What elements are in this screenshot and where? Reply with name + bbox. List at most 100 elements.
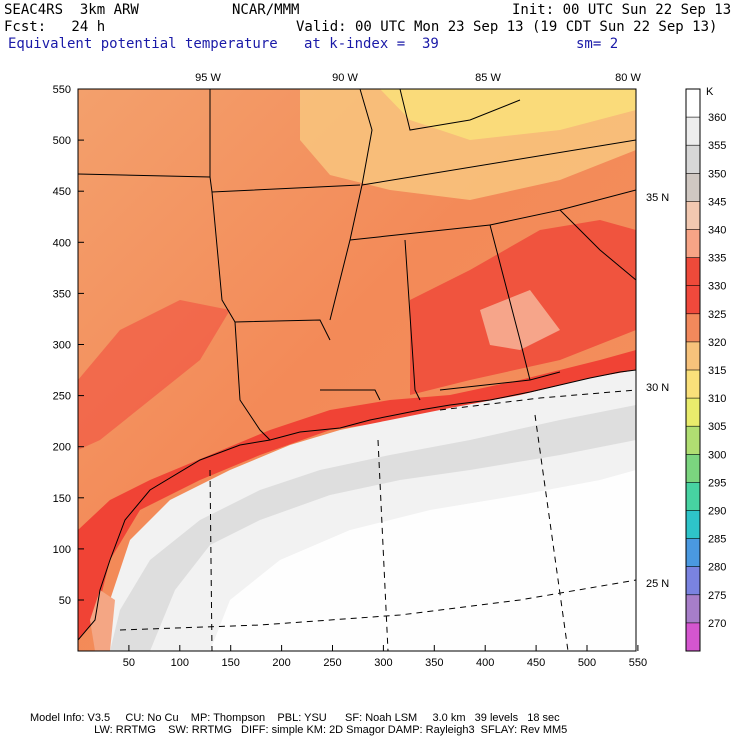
mississippi-alabama-border	[404, 239, 421, 401]
coastline	[78, 369, 636, 641]
x-tick-label: 500	[578, 657, 596, 669]
longitude-label: 95 W	[195, 72, 221, 84]
coastal-warm-band	[78, 350, 636, 640]
colorbar-label: 335	[708, 253, 726, 265]
north-carolina-border	[559, 189, 636, 211]
gulf-gray-band	[110, 405, 636, 651]
y-tick-label: 50	[59, 595, 71, 607]
colorbar-label: 280	[708, 562, 726, 574]
tennessee-south-border	[349, 224, 491, 241]
x-tick-label: 150	[222, 657, 240, 669]
colorbar-unit: K	[706, 86, 714, 98]
colorbar-swatch	[686, 566, 700, 595]
colorbar-label: 305	[708, 421, 726, 433]
colorbar-label: 340	[708, 225, 726, 237]
latitude-label: 30 N	[646, 382, 669, 394]
y-tick-label: 550	[53, 84, 71, 96]
valid-time: Valid: 00 UTC Mon 23 Sep 13 (19 CDT Sun …	[296, 19, 718, 35]
north-cool-band-2	[380, 89, 636, 140]
colorbar-swatch	[686, 622, 700, 651]
colorbar-swatch	[686, 173, 700, 202]
smoothing: sm= 2	[576, 36, 619, 52]
colorbar-swatch	[686, 341, 700, 370]
colorbar-label: 295	[708, 477, 726, 489]
colorbar-label: 325	[708, 309, 726, 321]
alabama-georgia-border	[489, 224, 531, 381]
west-streak-band	[78, 300, 230, 450]
colorbar-label: 315	[708, 365, 726, 377]
colorbar-swatch	[686, 229, 700, 258]
colorbar-swatch	[686, 594, 700, 623]
parallel-30n	[439, 389, 636, 411]
model-info-line-1: Model Info: V3.5 CU: No Cu MP: Thompson …	[30, 712, 560, 724]
latitude-label: 35 N	[646, 192, 669, 204]
y-tick-label: 500	[53, 135, 71, 147]
x-axis: 50 100 150 200 250 300 350 400 450 500 550	[123, 645, 647, 669]
level-index: at k-index = 39	[304, 36, 439, 52]
colorbar-swatch	[686, 89, 700, 118]
colorbar-swatch	[686, 285, 700, 314]
longitude-labels: 95 W 90 W 85 W 80 W	[195, 72, 641, 84]
x-tick-label: 50	[123, 657, 135, 669]
x-tick-label: 450	[527, 657, 545, 669]
kansas-oklahoma-border	[78, 173, 361, 193]
parallel-25n	[119, 579, 636, 631]
colorbar-swatch	[686, 370, 700, 399]
y-tick-label: 250	[53, 391, 71, 403]
colorbar-label: 270	[708, 618, 726, 630]
colorbar-label: 355	[708, 140, 726, 152]
colorbar-label: 345	[708, 196, 726, 208]
x-tick-label: 250	[323, 657, 341, 669]
colorbar: K 360 355 350 345 340 335 330 325 320 315 310 305 30…	[685, 86, 726, 652]
map-field	[78, 89, 636, 651]
forecast-hour: Fcst: 24 h	[4, 19, 106, 35]
y-tick-label: 350	[53, 288, 71, 300]
colorbar-swatch	[686, 538, 700, 567]
colorbar-swatch	[686, 426, 700, 455]
longitude-label: 80 W	[615, 72, 641, 84]
model-title: SEAC4RS 3km ARW	[4, 2, 139, 18]
colorbar-swatch	[686, 398, 700, 427]
colorbar-label: 360	[708, 112, 726, 124]
y-tick-label: 200	[53, 442, 71, 454]
latitude-label: 25 N	[646, 578, 669, 590]
y-tick-label: 450	[53, 186, 71, 198]
texas-louisiana-border	[234, 321, 271, 441]
colorbar-swatch	[686, 145, 700, 174]
graticule	[119, 389, 636, 651]
colorbar-swatch	[686, 482, 700, 511]
field-name: Equivalent potential temperature	[8, 36, 278, 52]
y-tick-label: 150	[53, 493, 71, 505]
colorbar-label: 320	[708, 337, 726, 349]
y-axis: 550 500 450 400 350 300 250 200 150 100 50	[53, 84, 84, 607]
state-borders	[78, 89, 636, 441]
colorbar-label: 300	[708, 449, 726, 461]
x-tick-label: 400	[476, 657, 494, 669]
colorbar-label: 330	[708, 281, 726, 293]
georgia-carolina-border	[489, 209, 636, 281]
plot-frame	[77, 88, 637, 652]
colorbar-label: 350	[708, 168, 726, 180]
kentucky-tennessee-border	[361, 139, 636, 186]
meridian-85w	[534, 414, 569, 651]
colorbar-label: 290	[708, 506, 726, 518]
colorbar-swatch	[686, 510, 700, 539]
colorbar-label: 275	[708, 590, 726, 602]
colorbar-swatch	[686, 454, 700, 483]
y-tick-label: 300	[53, 340, 71, 352]
northern-border	[399, 89, 521, 131]
florida-north-border	[439, 371, 561, 391]
longitude-label: 85 W	[475, 72, 501, 84]
meridian-95w	[209, 469, 213, 651]
louisiana-south-border	[320, 389, 381, 401]
x-tick-label: 100	[171, 657, 189, 669]
gulf-white-core	[210, 470, 636, 651]
mexico-coast-patch	[90, 590, 115, 651]
longitude-label: 90 W	[332, 72, 358, 84]
colorbar-swatch	[686, 313, 700, 342]
colorbar-swatch	[686, 117, 700, 146]
y-tick-label: 100	[53, 544, 71, 556]
colorbar-swatch	[686, 257, 700, 286]
latitude-labels: 35 N 30 N 25 N	[646, 192, 669, 590]
